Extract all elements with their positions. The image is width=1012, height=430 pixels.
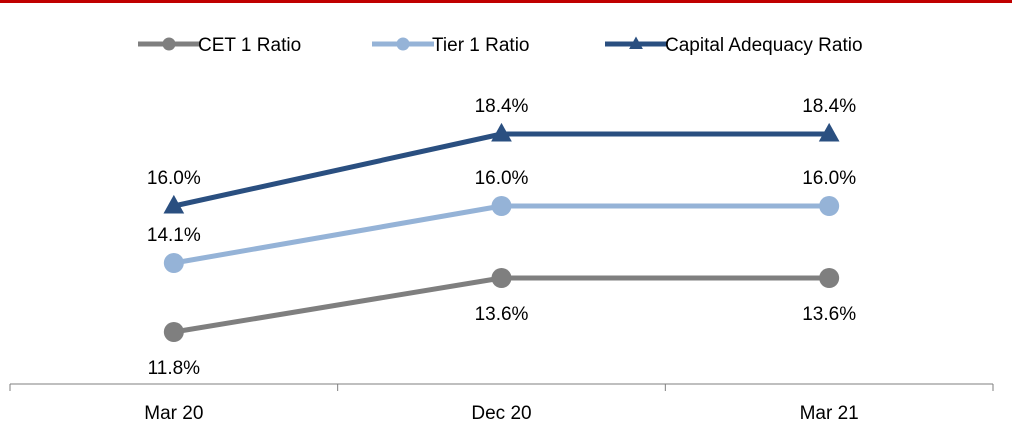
legend-swatch-marker	[629, 36, 643, 50]
data-label-cet-1-ratio-mar-20: 11.8%	[148, 358, 201, 379]
data-label-cet-1-ratio-dec-20: 13.6%	[475, 304, 529, 325]
data-label-capital-adequacy-ratio-mar-21: 18.4%	[802, 96, 856, 117]
legend-swatch-marker	[396, 37, 410, 51]
x-tick-label-mar-21: Mar 21	[800, 403, 859, 424]
data-labels: 11.8% 13.6% 13.6% 14.1% 16.0% 16.0% 16.0% 18.4%…	[147, 96, 856, 379]
data-label-capital-adequacy-ratio-dec-20: 18.4%	[475, 96, 529, 117]
top-rule	[0, 0, 1012, 3]
data-label-capital-adequacy-ratio-mar-20: 16.0%	[147, 168, 201, 189]
series-cet-1-ratio	[163, 268, 840, 342]
legend-item-capital-adequacy-ratio: Capital Adequacy Ratio	[605, 35, 863, 56]
legend-label-tier-1-ratio: Tier 1 Ratio	[432, 35, 530, 56]
point-tier-1-ratio-mar-20	[163, 253, 184, 273]
legend: CET 1 Ratio Tier 1 Ratio Capital Adequacy …	[138, 35, 863, 56]
data-label-tier-1-ratio-mar-21: 16.0%	[802, 168, 856, 189]
x-tick-label-mar-20: Mar 20	[144, 403, 203, 424]
data-label-tier-1-ratio-dec-20: 16.0%	[475, 168, 529, 189]
series-layer	[163, 122, 840, 342]
point-tier-1-ratio-dec-20	[491, 196, 512, 216]
series-capital-adequacy-ratio	[163, 122, 840, 214]
data-label-cet-1-ratio-mar-21: 13.6%	[802, 304, 856, 325]
point-cet-1-ratio-mar-21	[819, 268, 840, 288]
legend-item-tier-1-ratio: Tier 1 Ratio	[372, 35, 530, 56]
legend-label-cet-1-ratio: CET 1 Ratio	[198, 35, 301, 56]
data-label-tier-1-ratio-mar-20: 14.1%	[147, 225, 201, 246]
point-capital-adequacy-ratio-mar-20	[163, 194, 185, 214]
legend-item-cet-1-ratio: CET 1 Ratio	[138, 35, 301, 56]
legend-label-capital-adequacy-ratio: Capital Adequacy Ratio	[665, 35, 863, 56]
point-cet-1-ratio-dec-20	[491, 268, 512, 288]
series-tier-1-ratio	[163, 196, 840, 273]
legend-swatch-marker	[162, 37, 176, 51]
point-cet-1-ratio-mar-20	[163, 322, 184, 342]
x-tick-label-dec-20: Dec 20	[471, 403, 531, 424]
point-capital-adequacy-ratio-mar-21	[818, 122, 840, 142]
point-tier-1-ratio-mar-21	[819, 196, 840, 216]
x-axis: Mar 20 Dec 20 Mar 21	[9, 383, 994, 424]
point-capital-adequacy-ratio-dec-20	[491, 122, 512, 142]
